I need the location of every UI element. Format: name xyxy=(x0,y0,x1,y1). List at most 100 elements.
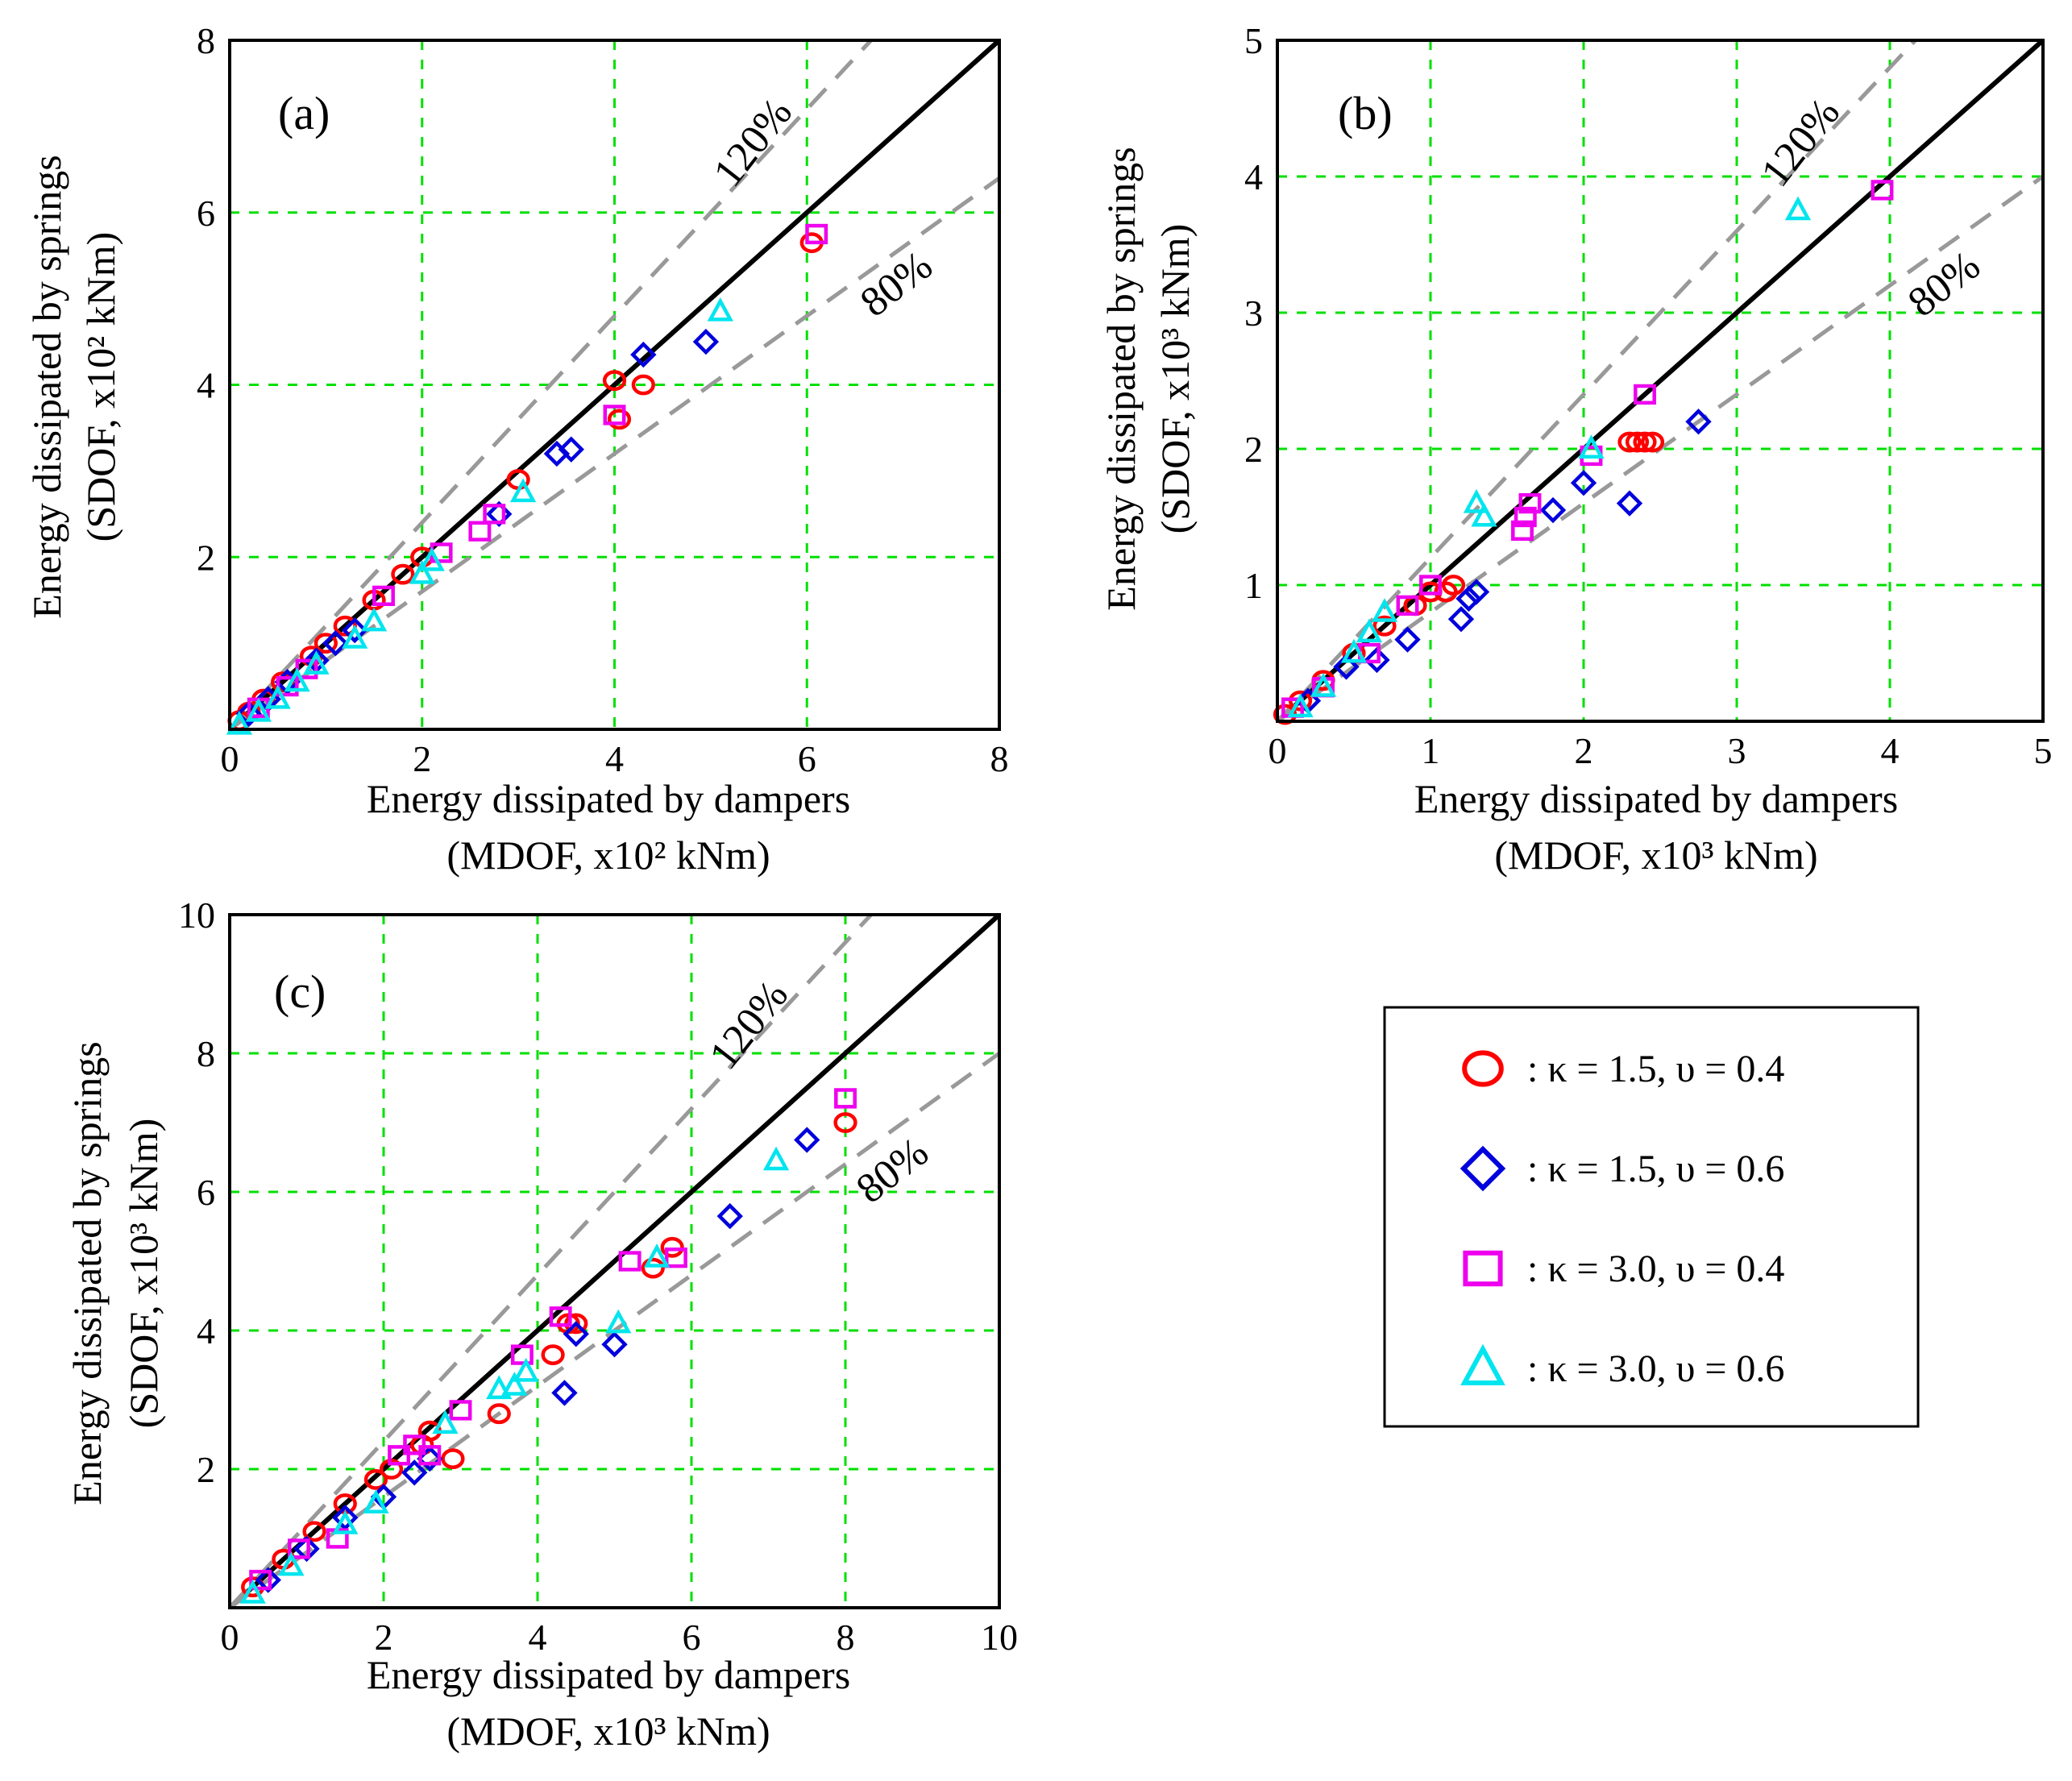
tick-labels-a: 0 2 4 6 8 2 4 6 8 xyxy=(197,20,1009,779)
y-tick-label: 5 xyxy=(1244,20,1263,61)
grid-lines-b xyxy=(1277,40,2043,721)
data-point-square xyxy=(1518,492,1542,514)
legend-box xyxy=(1383,1006,1920,1428)
legend-label: : κ = 1.5, υ = 0.6 xyxy=(1527,1148,1784,1190)
data-point-circle xyxy=(641,1257,665,1279)
data-point-circle xyxy=(441,1448,465,1470)
y-tick-label: 10 xyxy=(178,895,215,936)
data-point-triangle xyxy=(363,1489,389,1513)
x-axis-label-line2-b: (MDOF, x10³ kNm) xyxy=(1494,832,1817,878)
y-tick-label: 2 xyxy=(197,1449,215,1490)
data-point-diamond xyxy=(293,1535,320,1563)
y-tick-label: 1 xyxy=(1244,565,1263,606)
data-point-square xyxy=(1511,520,1534,542)
data-point-triangle xyxy=(432,1409,459,1434)
data-point-circle xyxy=(1625,431,1650,453)
panel-a: 0 2 4 6 8 2 4 6 8 (a) 120% 80% Energy dissipated… xyxy=(24,20,1009,878)
data-point-circle xyxy=(1633,431,1657,453)
legend-symbol-triangle xyxy=(1460,1343,1505,1385)
ref-label-120-b: 120% xyxy=(1753,90,1850,196)
y-tick-label: 8 xyxy=(197,1033,215,1074)
data-point-diamond xyxy=(1616,490,1643,517)
data-point-triangle xyxy=(762,1146,790,1171)
data-point-triangle xyxy=(303,650,330,675)
data-point-circle xyxy=(1640,431,1665,453)
data-point-diamond xyxy=(342,616,368,644)
legend-item: : κ = 1.5, υ = 0.4 xyxy=(1462,1048,1784,1090)
data-point-triangle xyxy=(1784,196,1812,221)
legend: : κ = 1.5, υ = 0.4 : κ = 1.5, υ = 0.6 : … xyxy=(1383,1006,1920,1428)
y-axis-label-line2-a: (SDOF, x10² kNm) xyxy=(78,232,123,542)
data-point-circle xyxy=(607,409,632,430)
data-point-triangle xyxy=(707,297,733,322)
data-point-triangle xyxy=(643,1243,671,1268)
data-point-square xyxy=(603,405,626,426)
x-tick-label: 8 xyxy=(837,1617,855,1658)
data-point-diamond xyxy=(1539,496,1567,524)
data-point-triangle xyxy=(1310,673,1337,697)
data-point-square xyxy=(372,585,395,606)
data-point-square xyxy=(483,504,506,525)
x-axis-label-line1-b: Energy dissipated by dampers xyxy=(1414,776,1898,821)
reference-line-120pct xyxy=(1276,39,1917,723)
data-point-diamond xyxy=(255,1567,281,1593)
data-point-triangle xyxy=(605,1309,632,1334)
legend-symbol-square xyxy=(1463,1250,1503,1287)
data-point-square xyxy=(1419,575,1442,596)
data-point-triangle xyxy=(360,607,388,632)
ref-label-80-a: 80% xyxy=(852,243,940,326)
data-points-b xyxy=(1273,180,1894,725)
data-point-diamond xyxy=(401,1459,428,1486)
y-tick-label: 6 xyxy=(197,1172,215,1213)
y-axis-label-line1-c: Energy dissipated by springs xyxy=(64,1041,110,1505)
legend-item: : κ = 3.0, υ = 0.4 xyxy=(1463,1248,1784,1290)
y-tick-label: 8 xyxy=(197,20,215,61)
panel-label-c: (c) xyxy=(274,965,326,1018)
plot-frame-c xyxy=(228,913,1001,1609)
legend-item: : κ = 3.0, υ = 0.6 xyxy=(1460,1343,1784,1390)
x-tick-label: 6 xyxy=(798,738,816,779)
data-point-triangle xyxy=(501,1372,528,1396)
data-point-diamond xyxy=(1685,409,1712,435)
data-point-circle xyxy=(391,563,415,585)
y-tick-label: 4 xyxy=(197,365,215,406)
legend-marker-circle xyxy=(1462,1050,1504,1087)
data-point-circle xyxy=(487,1403,511,1425)
data-point-diamond xyxy=(1447,606,1475,633)
data-point-diamond xyxy=(235,700,263,727)
data-point-triangle xyxy=(226,710,253,735)
x-tick-label: 2 xyxy=(1575,730,1593,771)
data-point-triangle xyxy=(342,625,368,649)
data-point-square xyxy=(1871,180,1894,201)
data-point-square xyxy=(549,1306,572,1327)
data-point-square xyxy=(418,1445,442,1466)
plot-frame-b xyxy=(1276,39,2045,723)
y-tick-label: 2 xyxy=(197,537,215,578)
data-point-triangle xyxy=(264,684,291,709)
x-axis-label-line2-a: (MDOF, x10² kNm) xyxy=(446,832,770,878)
panel-c: 0 2 4 6 8 10 2 4 6 8 10 (c) 120% 80% Energy dissip… xyxy=(64,895,1018,1754)
data-point-triangle xyxy=(1356,618,1383,643)
legend-label: : κ = 3.0, υ = 0.4 xyxy=(1527,1248,1784,1290)
data-point-square xyxy=(403,1434,426,1455)
data-point-circle xyxy=(363,1468,388,1490)
legend-label: : κ = 1.5, υ = 0.4 xyxy=(1527,1048,1784,1090)
y-axis-label-line1-a: Energy dissipated by springs xyxy=(24,155,69,618)
y-tick-label: 6 xyxy=(197,193,215,234)
data-point-diamond xyxy=(1364,646,1390,674)
legend-marker-triangle xyxy=(1460,1343,1505,1385)
data-point-diamond xyxy=(1463,579,1490,605)
data-point-diamond xyxy=(1333,654,1360,680)
data-point-circle xyxy=(1441,575,1466,596)
data-point-circle xyxy=(833,1112,857,1133)
panel-label-b: (b) xyxy=(1338,87,1393,139)
data-point-circle xyxy=(541,1344,565,1366)
equality-line xyxy=(227,912,1002,1610)
x-tick-label: 2 xyxy=(375,1617,393,1658)
data-point-triangle xyxy=(509,478,537,503)
data-point-triangle xyxy=(1287,693,1314,718)
data-point-square xyxy=(468,521,492,542)
x-axis-label-line1-c: Energy dissipated by dampers xyxy=(367,1652,850,1697)
data-point-diamond xyxy=(1455,585,1482,612)
data-point-triangle xyxy=(284,667,310,692)
